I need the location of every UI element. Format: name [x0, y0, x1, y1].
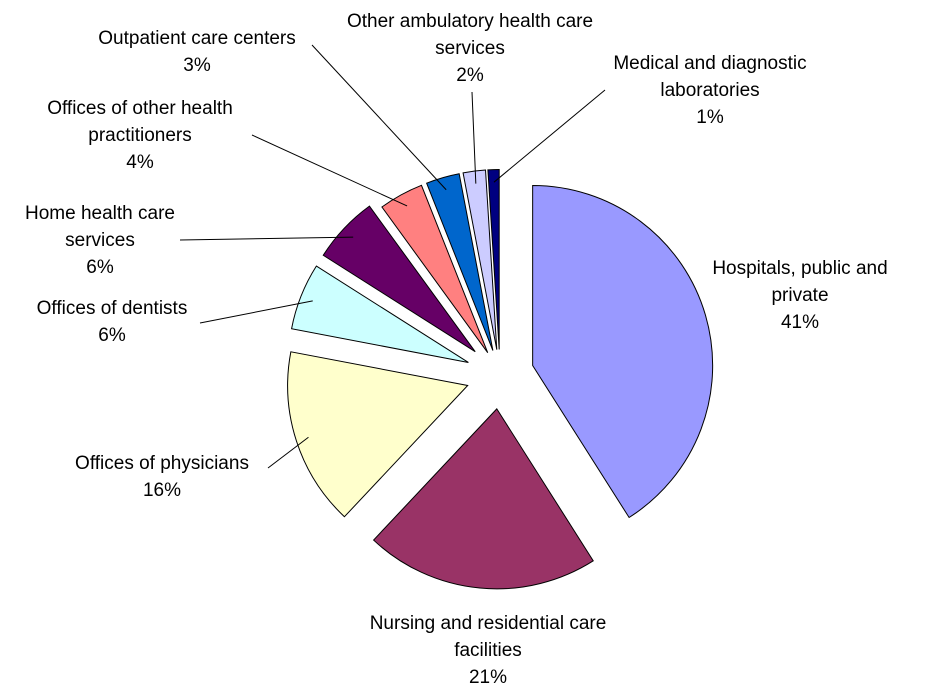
leader-line	[471, 91, 477, 184]
pie-slice	[487, 169, 500, 350]
value-label: 4%	[126, 152, 154, 173]
category-label: Medical and diagnostic laboratories	[613, 53, 807, 101]
pie-slice	[425, 173, 494, 351]
pie-slice	[287, 351, 469, 518]
value-label: 6%	[86, 257, 114, 278]
slice-label: Nursing and residential care facilities 2…	[368, 610, 608, 691]
value-label: 21%	[468, 667, 508, 688]
leader-line	[311, 44, 447, 191]
leader-line	[267, 436, 309, 469]
pie-slice	[532, 185, 714, 519]
category-label: Nursing and residential care facilities	[369, 613, 607, 661]
slice-label: Offices of dentists 6%	[0, 295, 262, 349]
slice-label: Home health care services 6%	[0, 200, 200, 281]
leader-line	[199, 300, 313, 324]
pie-slice	[462, 169, 498, 350]
value-label: 16%	[142, 480, 182, 501]
value-label: 3%	[183, 55, 211, 76]
leader-line	[179, 236, 354, 241]
category-label: Offices of physicians	[75, 453, 249, 474]
value-label: 2%	[456, 65, 484, 86]
slice-label: Medical and diagnostic laboratories 1%	[603, 50, 818, 131]
slice-label: Other ambulatory health care services 2%	[345, 8, 595, 89]
category-label: Other ambulatory health care services	[346, 11, 594, 59]
value-label: 6%	[98, 325, 126, 346]
category-label: Outpatient care centers	[98, 28, 296, 49]
category-label: Home health care services	[25, 203, 175, 251]
slice-label: Outpatient care centers 3%	[47, 25, 347, 79]
pie-slice	[372, 408, 594, 590]
value-label: 1%	[696, 107, 724, 128]
slice-label: Offices of physicians 16%	[12, 450, 312, 504]
slice-label: Offices of other health practitioners 4%	[23, 95, 258, 176]
pie-slice	[290, 265, 469, 363]
slice-label: Hospitals, public and private 41%	[705, 255, 895, 336]
category-label: Offices of other health practitioners	[47, 98, 233, 146]
leader-line	[493, 89, 606, 183]
leader-line	[251, 134, 408, 207]
category-label: Hospitals, public and private	[712, 258, 888, 306]
value-label: 41%	[780, 312, 820, 333]
category-label: Offices of dentists	[36, 298, 188, 319]
pie-slice	[322, 205, 476, 353]
pie-slice	[381, 184, 489, 353]
